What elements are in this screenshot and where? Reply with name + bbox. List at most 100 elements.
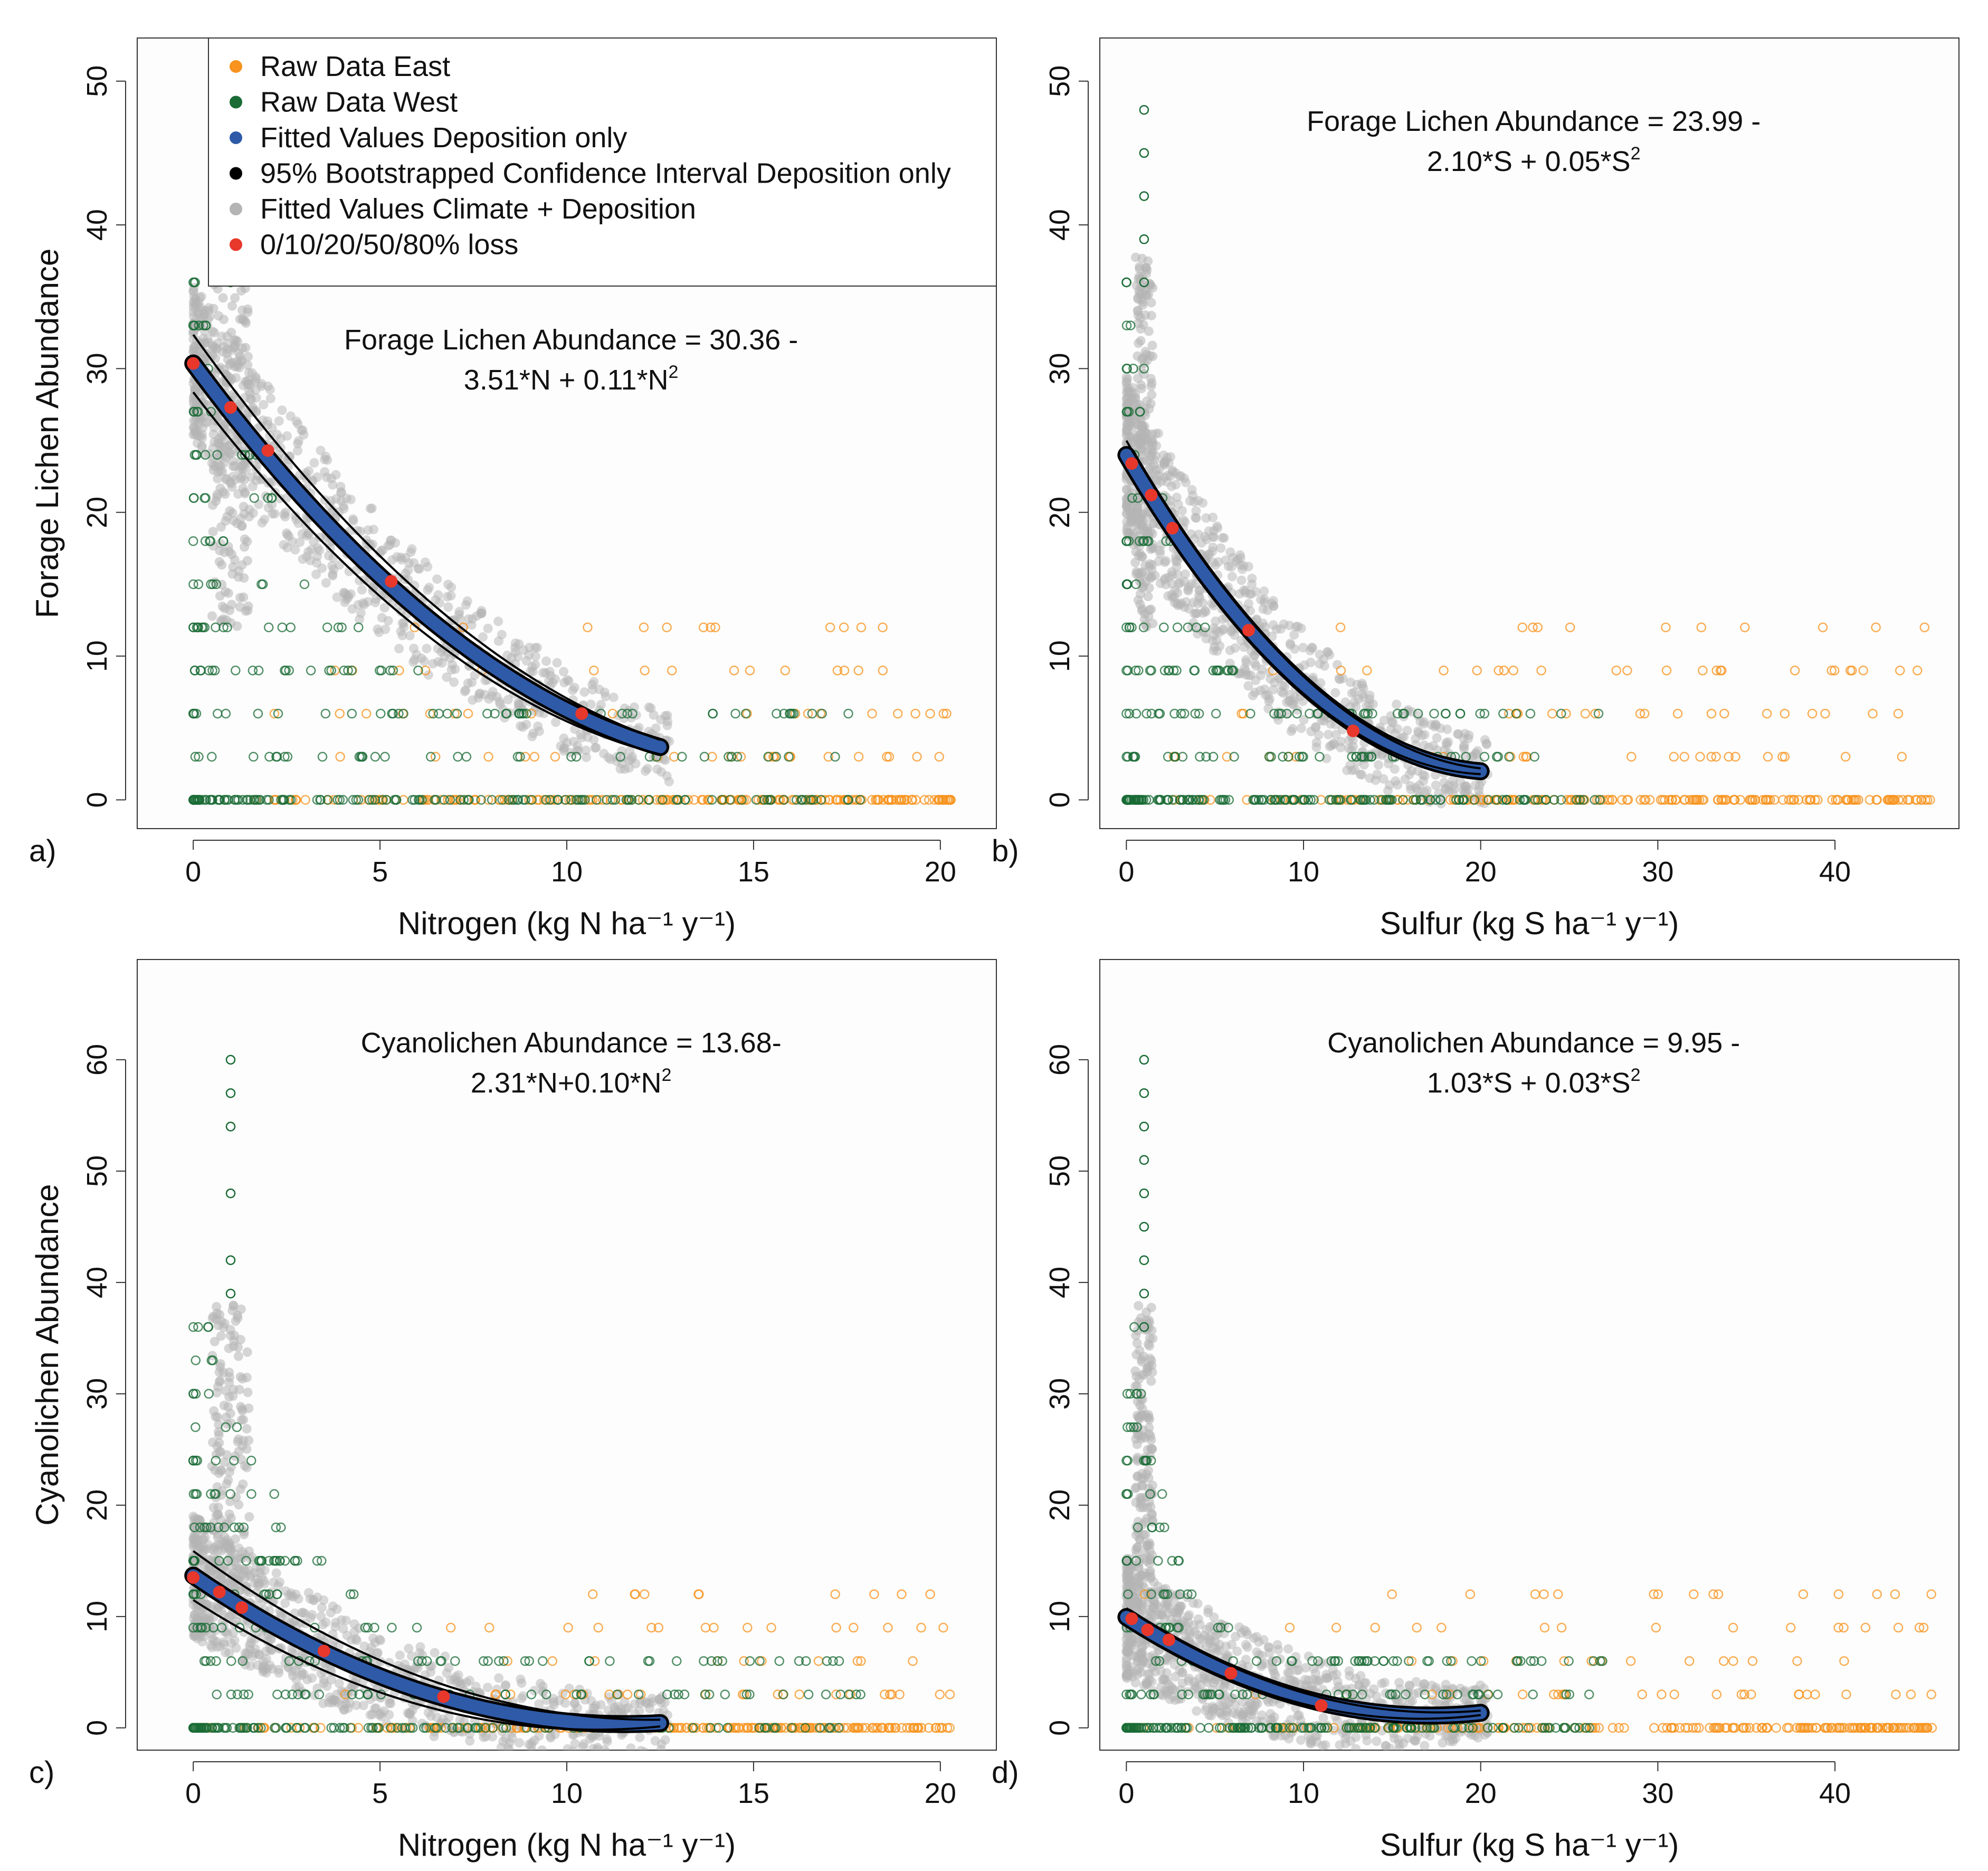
climate-fitted-point [244, 1403, 254, 1413]
climate-fitted-point [225, 1409, 235, 1418]
raw-west-point [200, 450, 211, 460]
equation-superscript: 2 [1631, 144, 1641, 164]
climate-fitted-point [1136, 420, 1146, 430]
raw-west-point [413, 1656, 423, 1666]
climate-fitted-point [244, 1640, 254, 1650]
raw-west-point [1190, 666, 1200, 676]
climate-fitted-point [233, 1351, 243, 1361]
climate-fitted-point [356, 608, 366, 618]
raw-west-point [707, 795, 717, 805]
raw-east-point [849, 1622, 859, 1633]
climate-fitted-point [1180, 517, 1190, 527]
climate-fitted-point [423, 670, 433, 680]
raw-west-point [553, 795, 563, 805]
climate-fitted-point [195, 1631, 205, 1641]
raw-west-point [834, 1656, 844, 1666]
raw-west-point [1130, 666, 1141, 676]
climate-fitted-point [1198, 598, 1208, 608]
climate-fitted-point [1289, 696, 1299, 706]
raw-west-point [1200, 622, 1210, 632]
raw-east-point [1780, 708, 1790, 719]
climate-fitted-point [242, 1373, 252, 1382]
climate-fitted-point [433, 657, 443, 667]
climate-fitted-point [193, 438, 202, 448]
raw-west-point [407, 795, 417, 805]
raw-east-point [493, 795, 504, 805]
climate-fitted-point [1246, 670, 1256, 680]
climate-fitted-point [517, 1678, 527, 1688]
raw-east-point [882, 752, 892, 762]
climate-fitted-point [293, 446, 303, 455]
raw-east-point [1565, 622, 1575, 632]
equation-line-2: 3.51*N + 0.11*N2 [464, 362, 679, 396]
climate-fitted-point [1311, 742, 1321, 752]
raw-east-point [768, 752, 778, 762]
raw-east-point [1680, 795, 1690, 805]
raw-west-point [1315, 752, 1325, 762]
raw-east-point [1919, 622, 1930, 632]
raw-east-point [1827, 666, 1837, 676]
raw-west-point [280, 1689, 291, 1699]
climate-fitted-point [1136, 324, 1146, 334]
climate-fitted-point [375, 1635, 385, 1645]
raw-west-point [787, 708, 797, 719]
raw-west-point [1385, 795, 1395, 805]
climate-fitted-point [332, 592, 342, 602]
raw-east-point [1711, 666, 1721, 676]
raw-west-point [284, 795, 294, 805]
raw-east-point [630, 1589, 640, 1599]
climate-fitted-point [1267, 599, 1277, 609]
y-tick-label: 40 [81, 209, 113, 241]
climate-fitted-point [307, 1673, 317, 1683]
raw-east-point [1740, 622, 1750, 632]
climate-fitted-point [1136, 336, 1146, 346]
raw-west-point [1483, 795, 1494, 805]
raw-west-point [807, 708, 817, 719]
raw-west-point [312, 795, 322, 805]
raw-east-point [1635, 708, 1645, 719]
raw-east-point [945, 1689, 955, 1699]
raw-east-point [700, 1622, 711, 1633]
climate-fitted-point [515, 1738, 524, 1748]
raw-west-point [487, 795, 497, 805]
raw-west-point [198, 320, 208, 330]
climate-fitted-point [1131, 280, 1142, 290]
raw-west-point [188, 1456, 198, 1466]
raw-west-point [1251, 795, 1261, 805]
climate-fitted-point [225, 506, 235, 516]
climate-fitted-point [298, 425, 308, 435]
climate-fitted-point [516, 721, 526, 731]
raw-west-point [622, 708, 632, 719]
raw-west-point [627, 708, 638, 719]
climate-fitted-point [462, 596, 472, 606]
climate-fitted-point [1374, 760, 1383, 770]
climate-fitted-point [1187, 485, 1197, 495]
raw-east-point [1750, 795, 1761, 805]
x-tick-label: 20 [1465, 856, 1497, 888]
raw-east-point [294, 1723, 305, 1733]
climate-fitted-point [237, 1441, 248, 1451]
climate-fitted-point [1184, 604, 1194, 614]
raw-east-point [667, 666, 677, 676]
raw-west-point [1299, 795, 1309, 805]
raw-east-point [1562, 795, 1572, 805]
raw-west-point [193, 622, 203, 632]
raw-west-point [195, 1622, 206, 1633]
raw-east-point [706, 622, 716, 632]
climate-fitted-point [581, 752, 591, 762]
raw-west-point [1159, 622, 1169, 632]
raw-east-point [485, 1723, 496, 1733]
raw-west-point [494, 1656, 504, 1666]
climate-fitted-point [244, 1436, 254, 1445]
raw-east-point [892, 708, 903, 719]
climate-fitted-point [1221, 555, 1231, 565]
raw-west-point [806, 795, 816, 805]
climate-fitted-point [1147, 390, 1157, 400]
raw-west-point [226, 1689, 236, 1699]
climate-fitted-point [640, 1747, 649, 1750]
climate-fitted-point [284, 531, 294, 542]
climate-fitted-point [208, 465, 218, 475]
raw-east-point [547, 1656, 558, 1666]
climate-fitted-point [209, 328, 219, 338]
raw-west-point [1139, 148, 1149, 158]
